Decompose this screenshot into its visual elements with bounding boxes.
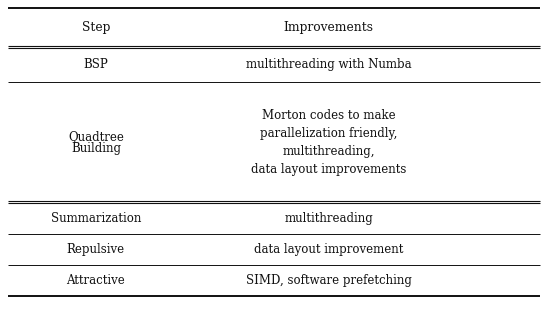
Text: Attractive: Attractive bbox=[66, 274, 125, 287]
Text: multithreading,: multithreading, bbox=[283, 145, 375, 158]
Text: Summarization: Summarization bbox=[51, 212, 141, 225]
Text: data layout improvement: data layout improvement bbox=[254, 243, 403, 256]
Text: Quadtree: Quadtree bbox=[68, 130, 124, 143]
Text: BSP: BSP bbox=[83, 58, 109, 71]
Text: parallelization friendly,: parallelization friendly, bbox=[260, 127, 397, 140]
Text: Morton codes to make: Morton codes to make bbox=[262, 109, 396, 122]
Text: Building: Building bbox=[71, 142, 121, 155]
Text: SIMD, software prefetching: SIMD, software prefetching bbox=[246, 274, 412, 287]
Text: multithreading with Numba: multithreading with Numba bbox=[246, 58, 412, 71]
Text: Improvements: Improvements bbox=[284, 21, 374, 34]
Text: multithreading: multithreading bbox=[284, 212, 373, 225]
Text: Step: Step bbox=[82, 21, 110, 34]
Text: data layout improvements: data layout improvements bbox=[251, 163, 407, 176]
Text: Repulsive: Repulsive bbox=[67, 243, 125, 256]
